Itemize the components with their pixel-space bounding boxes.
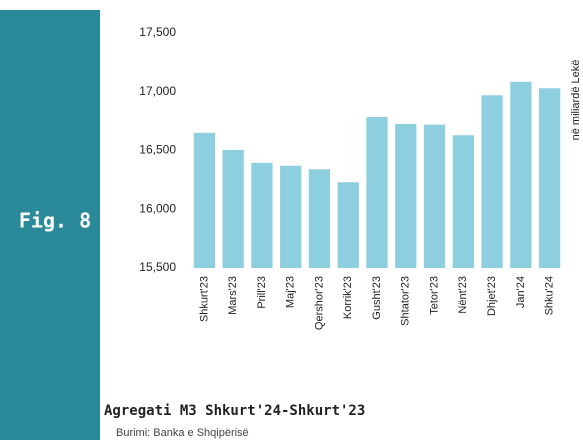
y-tick-label: 16,500	[139, 143, 176, 157]
x-tick-label: Jan'24	[515, 276, 527, 308]
x-tick-label: Mars'23	[227, 276, 239, 315]
x-tick-label: Qershor'23	[313, 276, 325, 330]
bar	[423, 124, 446, 269]
bar	[308, 169, 331, 268]
y-tick-label: 15,500	[139, 260, 176, 274]
bar	[481, 95, 503, 269]
x-tick-label: Nënt'23	[457, 276, 469, 314]
bar	[452, 135, 474, 268]
bar	[395, 124, 417, 268]
bar	[510, 81, 532, 268]
y-tick-label: 17,000	[139, 84, 176, 98]
x-tick-label: Prill'23	[256, 276, 268, 309]
bar	[366, 117, 388, 268]
bar	[222, 149, 244, 268]
x-tick-label: Korrik'23	[342, 276, 354, 319]
x-tick-label: Maj'23	[285, 276, 297, 308]
x-tick-label: Shkurt'23	[198, 276, 210, 322]
side-band	[0, 10, 100, 440]
y-axis-label: në miliardë Lekë	[570, 60, 582, 141]
x-tick-label: Shtator'23	[400, 276, 412, 326]
y-tick-label: 16,000	[139, 201, 176, 215]
source: Burimi: Banka e Shqipërisë	[116, 427, 249, 439]
bar	[280, 165, 302, 268]
bar	[538, 88, 561, 268]
x-tick-label: Gusht'23	[371, 276, 383, 320]
bar	[251, 162, 273, 268]
bar	[193, 132, 216, 268]
bar	[337, 182, 359, 268]
chart-title: Agregati M3 Shkurt'24-Shkurt'23	[104, 403, 365, 419]
x-tick-label: Tetor'23	[428, 276, 440, 315]
y-tick-label: 17,500	[139, 25, 176, 39]
x-tick-label: Shku'24	[544, 276, 556, 315]
x-tick-label: Dhjet'23	[486, 276, 498, 316]
figure-label: Fig. 8	[19, 209, 91, 233]
